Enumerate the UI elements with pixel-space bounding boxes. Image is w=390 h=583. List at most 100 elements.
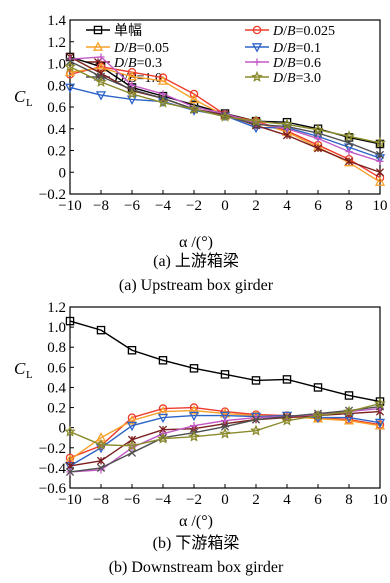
panel-b-xtick-label: −10: [58, 492, 81, 508]
legend-label: D/B=0.3: [113, 56, 162, 71]
panel-a-ytick-label: 0: [59, 165, 67, 181]
panel-a-ytick-label: 0.8: [47, 78, 66, 94]
panel-a-xtick-label: 8: [345, 198, 353, 214]
legend-label: 单幅: [114, 23, 142, 39]
panel-b-xtick-label: 10: [373, 492, 388, 508]
panel-a-xlabel: α /(°): [179, 234, 213, 251]
panel-b-series-point: [219, 411, 231, 422]
legend-entry: D/B=0.6: [245, 56, 321, 71]
panel-b-series-point: [251, 415, 261, 424]
panel-a-ytick-label: 1.4: [47, 13, 66, 29]
panel-a-series-point: [126, 70, 138, 81]
panel-b-series-point: [313, 383, 323, 392]
panel-b-series-0: [65, 316, 385, 406]
panel-a-series-point: [375, 150, 385, 159]
panel-b-series-point: [220, 422, 230, 431]
panel-a-series-point: [128, 81, 136, 89]
legend-marker: [251, 43, 263, 53]
panel-b-ylabel: C: [14, 359, 26, 378]
panel-a-ytick-label: 1.2: [47, 35, 66, 51]
panel-a-ylabel: C: [14, 87, 26, 106]
panel-b-ytick-label: 0.6: [47, 360, 66, 376]
panel-a-ytick-label: 0.2: [47, 144, 66, 160]
panel-a-ytick-label: 1.0: [47, 57, 66, 73]
panel-b-ytick-label: 1.0: [47, 320, 66, 336]
panel-b-ytick-label: 0: [59, 421, 67, 437]
legend-label: D/B=0.05: [113, 41, 169, 56]
panel-b-series-point: [221, 417, 229, 425]
panel-b-series-point: [157, 432, 169, 444]
panel-a-subtitle-en: (a) Upstream box girder: [119, 277, 274, 294]
panel-a-series-point: [375, 168, 385, 177]
panel-b-series-point: [127, 448, 137, 457]
panel-b-series-line: [69, 409, 381, 461]
panel-a-series-point: [374, 176, 386, 186]
panel-b-series-point: [65, 467, 75, 476]
panel-a-axes: −0.2 0 0.2 0.4 0.6 0.8 1.0 1.2 1.4 −10 −8 −6 −4 −2 0 2 4…: [39, 13, 388, 214]
panel-a-series-point: [159, 90, 167, 98]
panel-b: C L α /(°) (b) 下游箱梁 (b) Downstream box g…: [14, 359, 284, 576]
panel-a-series-point: [188, 93, 200, 104]
panel-b-series-point: [126, 415, 138, 425]
panel-b-series-point: [344, 391, 354, 400]
panel-b-series-point: [188, 411, 200, 422]
legend-label: D/B=0.6: [272, 56, 321, 71]
panel-b-series-point: [96, 463, 106, 472]
panel-b-ylabel-sub: L: [26, 369, 33, 381]
panel-a-series-point: [64, 83, 76, 93]
panel-a-series-point: [376, 157, 384, 165]
panel-a-xtick-label: −8: [93, 198, 109, 214]
panel-a-series-point: [157, 75, 169, 85]
panel-b-series-point: [158, 356, 168, 365]
legend-label: D/B=3.0: [272, 71, 321, 86]
panel-b-series-point: [96, 456, 106, 465]
panel-b-series-point: [219, 427, 231, 439]
legend-entry: D/B=3.0: [245, 70, 321, 86]
panel-b-xtick-label: 0: [221, 492, 229, 508]
panel-a-series-point: [343, 143, 355, 153]
panel-b-series-point: [374, 418, 386, 429]
legend-marker: [253, 58, 261, 66]
panel-a-series-line: [69, 66, 381, 144]
panel-b-series-point: [127, 345, 137, 355]
panel-b-ytick-label: 1.2: [47, 300, 66, 316]
panel-a-series-point: [343, 130, 355, 142]
panel-a-series-point: [127, 67, 137, 77]
panel-a-series-point: [314, 134, 322, 143]
panel-b-series-point: [126, 439, 138, 451]
panel-b-series-point: [374, 397, 386, 409]
panel-b-xtick-label: −8: [93, 492, 109, 508]
panel-b-series-point: [188, 405, 200, 415]
panel-b-series-point: [95, 438, 107, 450]
panel-a-xtick-label: −6: [124, 198, 140, 214]
panel-b-series-line: [69, 414, 381, 467]
panel-a-xtick-label: 6: [314, 198, 322, 214]
panel-b-series-point: [343, 405, 355, 417]
panel-b-xtick-label: 8: [345, 492, 353, 508]
legend-entry: D/B=0.05: [86, 41, 169, 56]
panel-a-series-point: [157, 96, 169, 108]
panel-b-series-point: [312, 409, 324, 421]
panel-b-xtick-label: −6: [124, 492, 140, 508]
legend-label: D/B=0.1: [272, 41, 321, 56]
panel-a-series-point: [313, 144, 323, 153]
panel-b-series-point: [188, 430, 200, 442]
panel-a-series-7: [64, 60, 386, 148]
panel-b-series-point: [157, 413, 169, 424]
panel-b-series-point: [219, 408, 231, 418]
panel-a-series-3: [64, 83, 386, 164]
panel-a-series-point: [64, 60, 76, 72]
legend-marker: [251, 70, 263, 82]
panel-a-series-point: [281, 118, 293, 130]
panel-a-xtick-label: 0: [221, 198, 229, 214]
panel-a-series-point: [188, 103, 200, 115]
legend-entry: D/B=0.3: [86, 56, 162, 71]
panel-a-xtick-label: 4: [283, 198, 291, 214]
panel-b-ytick-label: 0.4: [47, 380, 66, 396]
panel-a-series-point: [374, 136, 386, 148]
panel-b-ytick-label: 0.2: [47, 401, 66, 417]
panel-a-subtitle-cn: (a) 上游箱梁: [153, 252, 239, 270]
panel-b-series-point: [281, 414, 293, 426]
panel-b-series-point: [251, 376, 261, 385]
